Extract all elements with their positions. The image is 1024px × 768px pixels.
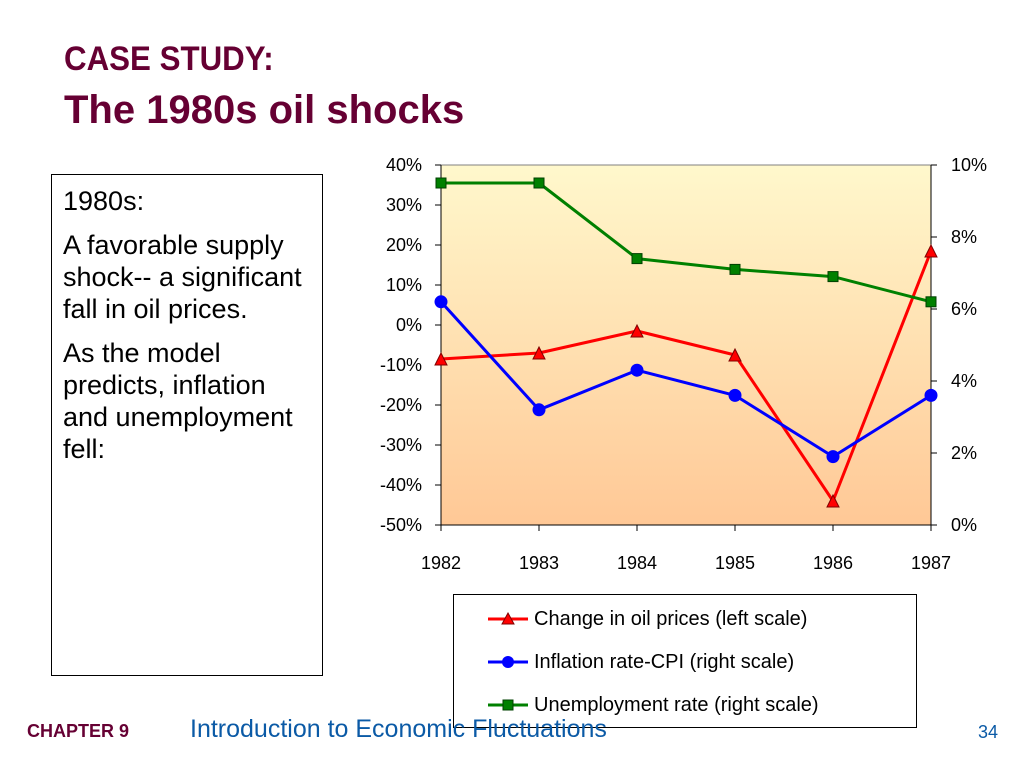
data-point-triangle (630, 323, 644, 338)
data-point-square (631, 253, 643, 265)
chart-axes: 40% 30% 20% 10% 0% -10% -20% -30% -40% -50% 10% 8% 6… (380, 155, 987, 573)
right-axis-tick-label: 2% (951, 443, 977, 463)
left-axis-tick-label: -50% (380, 515, 422, 535)
data-point-circle (924, 388, 938, 402)
right-axis-tick-label: 4% (951, 371, 977, 391)
left-axis-tick-label: 10% (386, 275, 422, 295)
legend-item-unemployment: Unemployment rate (right scale) (454, 691, 819, 719)
triangle-marker-icon (488, 611, 528, 625)
footer-chapter: CHAPTER 9 (27, 721, 130, 741)
right-axis-tick-label: 8% (951, 227, 977, 247)
data-point-triangle (826, 493, 840, 508)
legend-item-oil: Change in oil prices (left scale) (454, 605, 807, 633)
square-marker-icon (488, 699, 528, 711)
legend-label: Inflation rate-CPI (right scale) (534, 650, 795, 673)
left-axis-tick-label: -10% (380, 355, 422, 375)
left-axis-tick-label: -40% (380, 475, 422, 495)
data-point-triangle (434, 351, 448, 366)
legend-label: Change in oil prices (left scale) (534, 607, 808, 630)
slide-title-line1: CASE STUDY: (64, 40, 274, 78)
series-line-2 (441, 181, 931, 304)
left-axis-tick-label: 40% (386, 155, 422, 175)
x-axis-tick-label: 1985 (715, 553, 755, 573)
data-point-square (729, 263, 741, 275)
circle-marker-icon (488, 656, 528, 668)
left-axis-tick-label: 30% (386, 195, 422, 215)
x-axis-tick-label: 1986 (813, 553, 853, 573)
x-axis-tick-label: 1982 (421, 553, 461, 573)
page-number: 34 (978, 722, 999, 742)
data-point-square (925, 296, 937, 308)
data-point-square (827, 271, 839, 283)
right-axis-tick-label: 10% (951, 155, 987, 175)
legend-item-inflation: Inflation rate-CPI (right scale) (454, 648, 794, 676)
footer-title: Introduction to Economic Fluctuations (190, 715, 607, 743)
data-point-triangle (728, 347, 742, 362)
data-point-triangle (532, 345, 546, 360)
data-point-square (435, 177, 447, 189)
oil-shock-chart: 40% 30% 20% 10% 0% -10% -20% -30% -40% -50% 10% 8% 6… (380, 155, 987, 573)
data-point-circle (532, 403, 546, 417)
data-point-circle (630, 363, 644, 377)
body-paragraph: 1980s: (63, 186, 145, 216)
body-paragraph: A favorable supply shock-- a significant… (63, 230, 302, 324)
chart-legend: Change in oil prices (left scale) Inflat… (453, 594, 917, 728)
data-point-circle (728, 388, 742, 402)
slide-title-line2: The 1980s oil shocks (64, 88, 465, 132)
plot-area (440, 164, 932, 526)
left-axis-tick-label: 20% (386, 235, 422, 255)
x-axis-tick-label: 1987 (911, 553, 951, 573)
data-point-square (533, 177, 545, 189)
left-axis-tick-label: -30% (380, 435, 422, 455)
right-axis-tick-label: 0% (951, 515, 977, 535)
x-axis-tick-label: 1984 (617, 553, 657, 573)
data-point-triangle (924, 243, 938, 258)
data-point-circle (434, 295, 448, 309)
left-axis-tick-label: 0% (396, 315, 422, 335)
right-axis-tick-label: 6% (951, 299, 977, 319)
data-point-circle (826, 450, 840, 464)
body-paragraph: As the model predicts, inflation and une… (63, 338, 293, 464)
chart-markers (434, 177, 938, 508)
x-axis-tick-label: 1983 (519, 553, 559, 573)
left-axis-tick-label: -20% (380, 395, 422, 415)
legend-label: Unemployment rate (right scale) (534, 693, 819, 716)
body-textbox: 1980s: A favorable supply shock-- a sign… (51, 174, 323, 676)
